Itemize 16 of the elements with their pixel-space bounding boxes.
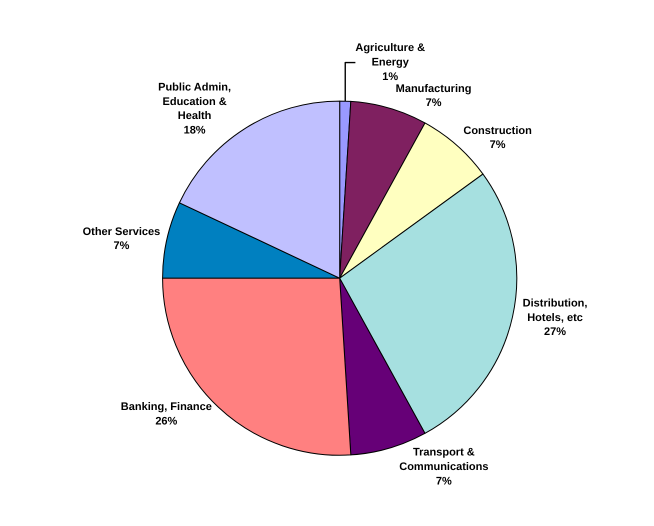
slice-label: Other Services <box>82 226 160 238</box>
data-label: 18% <box>184 124 206 137</box>
slice-label: Transport & Communications <box>399 446 488 473</box>
slice-label: Manufacturing <box>396 82 472 95</box>
slice-label: Distribution, Hotels, etc <box>522 297 588 324</box>
slice-label: Agriculture & Energy <box>355 42 426 69</box>
data-label: 7% <box>113 240 130 252</box>
data-label: 27% <box>544 326 566 338</box>
data-label: 7% <box>490 139 506 152</box>
slice-label: Banking, Finance <box>120 401 212 414</box>
data-label: 1% <box>382 70 398 83</box>
slice-label: Public Admin, Education & Health <box>158 82 232 122</box>
data-label: 7% <box>436 475 452 488</box>
data-label: 7% <box>426 97 442 110</box>
data-label: 26% <box>155 415 178 428</box>
slice-label: Construction <box>463 124 532 137</box>
